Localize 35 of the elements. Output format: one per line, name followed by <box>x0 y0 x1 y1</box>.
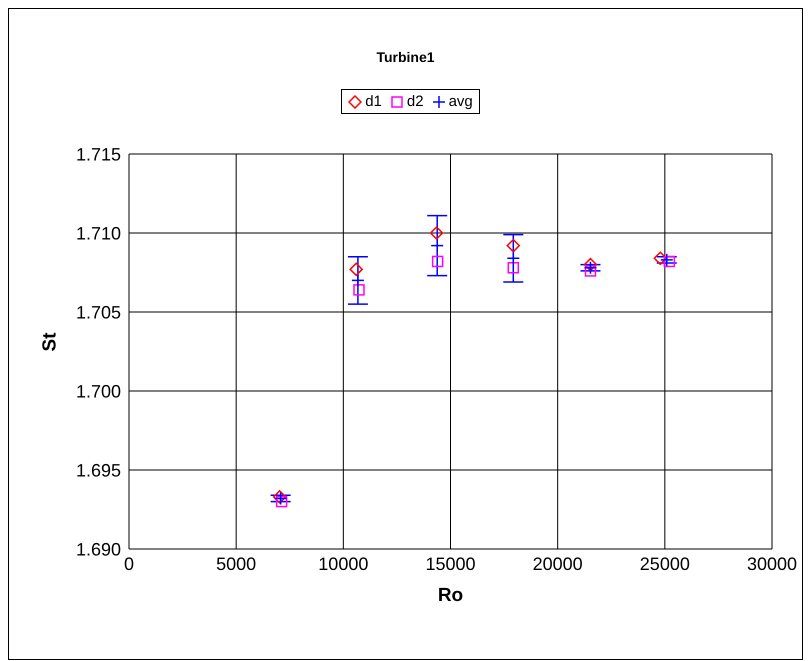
legend-label: avg <box>448 93 473 110</box>
point <box>432 256 444 268</box>
point <box>276 496 288 508</box>
legend-label: d2 <box>406 93 424 110</box>
x-tick-label: 5000 <box>216 554 256 574</box>
point <box>506 238 520 252</box>
point <box>430 226 444 240</box>
x-tick-label: 20000 <box>532 554 583 574</box>
point <box>430 238 444 252</box>
x-tick-label: 25000 <box>640 554 690 574</box>
point <box>584 258 598 272</box>
y-tick-label: 1.695 <box>76 460 121 480</box>
point <box>584 265 596 277</box>
x-tick-label: 10000 <box>318 554 368 574</box>
x-tick-label: 30000 <box>746 554 798 574</box>
point <box>654 252 668 266</box>
x-tick-label: 0 <box>124 554 134 574</box>
point <box>506 252 520 266</box>
point <box>664 256 676 268</box>
point <box>584 261 598 275</box>
y-axis-title: St <box>40 332 61 352</box>
chart-title: Turbine1 <box>375 49 436 65</box>
point <box>353 284 365 296</box>
y-tick-label: 1.705 <box>76 302 121 322</box>
point <box>351 274 365 288</box>
x-axis-title: Ro <box>438 585 464 606</box>
point <box>660 253 674 267</box>
x-tick-label: 15000 <box>425 554 476 574</box>
point <box>349 262 363 276</box>
y-tick-label: 1.710 <box>76 223 121 244</box>
point <box>508 262 520 274</box>
y-tick-label: 1.700 <box>76 381 121 402</box>
legend-label: d1 <box>364 93 382 110</box>
y-tick-label: 1.690 <box>76 539 121 560</box>
y-tick-label: 1.715 <box>76 144 121 164</box>
